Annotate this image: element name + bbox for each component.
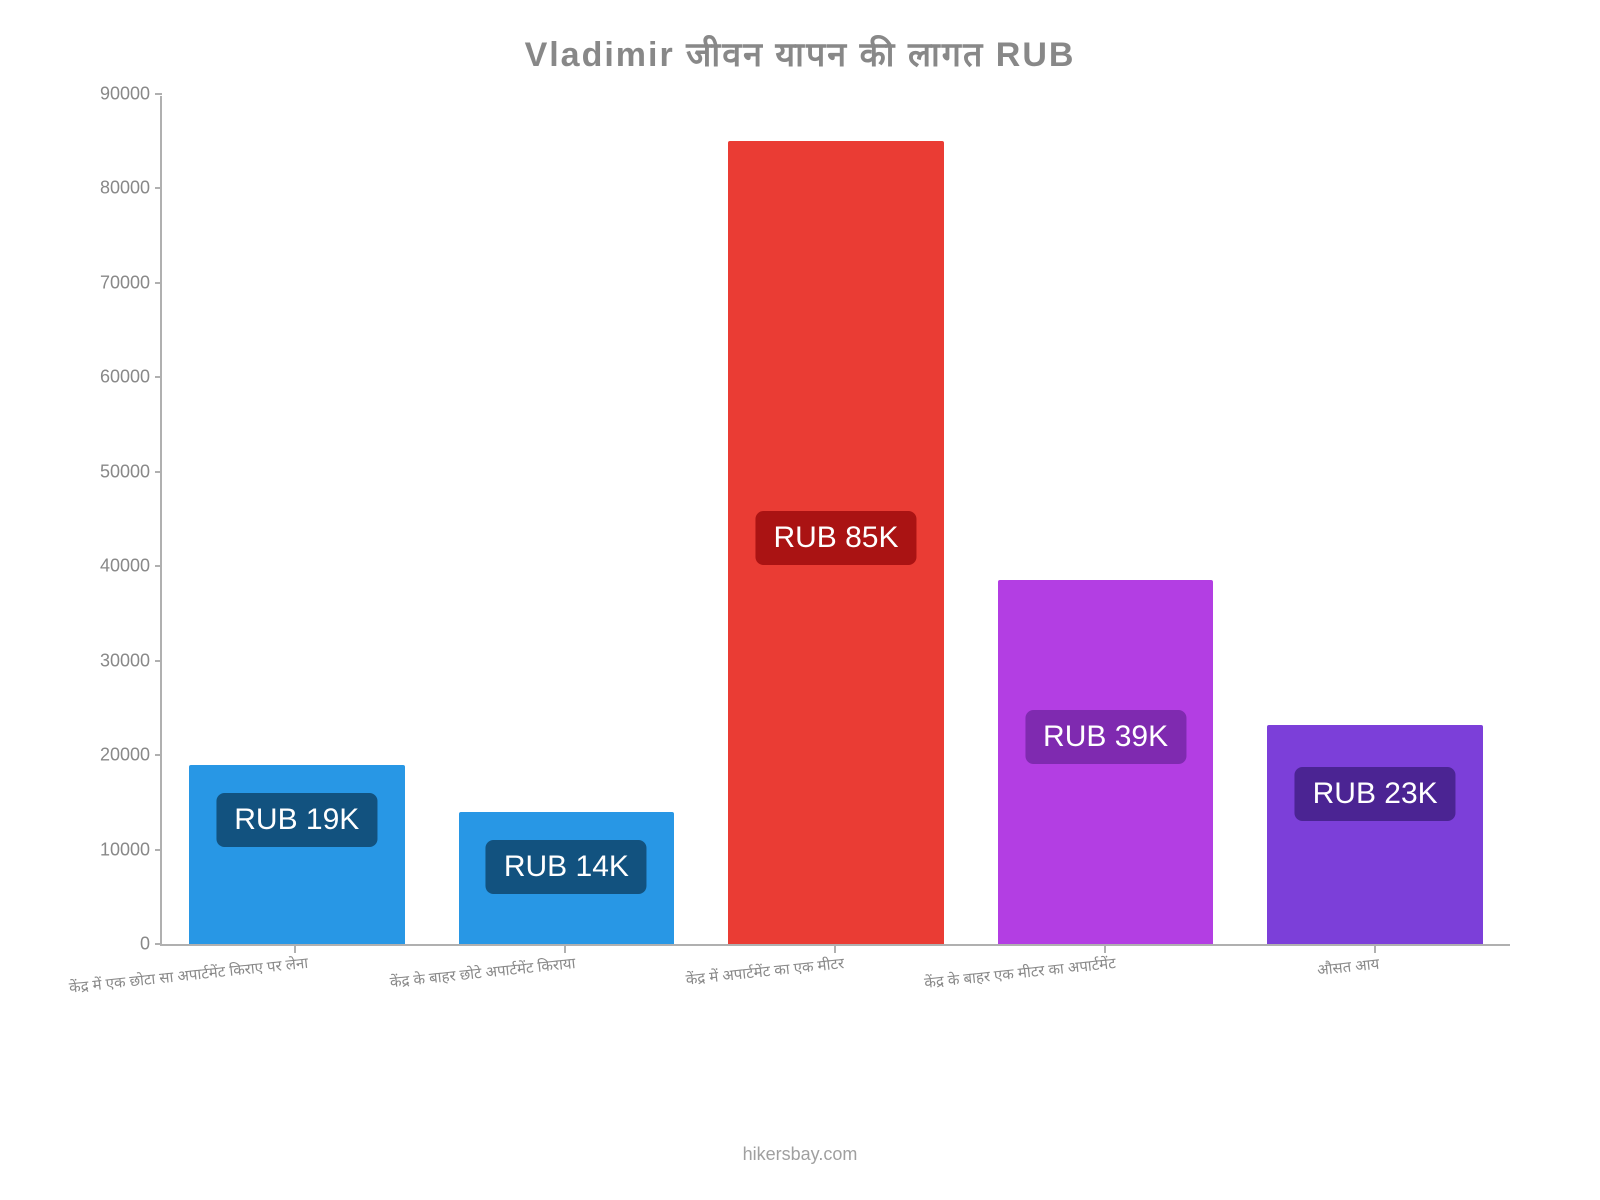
footer-credit: hikersbay.com [743,1144,858,1165]
y-tick [155,93,162,95]
bar-value-badge: RUB 14K [486,840,647,894]
bars-row: RUB 19K RUB 14K RUB 85K RUB 39K RUB 23K [162,96,1510,944]
y-tick [155,565,162,567]
y-tick [155,849,162,851]
bar: RUB 23K [1267,725,1483,944]
bar: RUB 39K [998,580,1214,944]
y-tick [155,754,162,756]
y-tick [155,660,162,662]
bar: RUB 19K [189,765,405,944]
y-tick [155,471,162,473]
chart-title: Vladimir जीवन यापन की लागत RUB [60,20,1540,96]
x-tick [1374,946,1376,953]
y-axis-label: 40000 [100,556,150,577]
y-axis-label: 60000 [100,367,150,388]
chart-container: Vladimir जीवन यापन की लागत RUB RUB 19KRU… [60,20,1540,1080]
bar-slot: RUB 19K [162,765,432,944]
x-label-slot: औसत आय [1240,946,1510,1006]
y-axis-label: 30000 [100,650,150,671]
x-axis-label: केंद्र में अपार्टमेंट का एक मीटर [685,953,845,990]
bar-slot: RUB 39K [971,580,1241,944]
x-tick [834,946,836,953]
y-axis-label: 20000 [100,745,150,766]
bar-value-badge: RUB 23K [1295,767,1456,821]
bar-value-badge: RUB 85K [755,511,916,565]
y-axis-label: 50000 [100,461,150,482]
bar-slot: RUB 85K [701,141,971,944]
y-axis-label: 80000 [100,178,150,199]
y-axis-label: 70000 [100,272,150,293]
x-tick [564,946,566,953]
y-tick [155,187,162,189]
x-tick [1104,946,1106,953]
y-tick [155,943,162,945]
y-axis-label: 0 [140,934,150,955]
bar-value-badge: RUB 39K [1025,710,1186,764]
bar-slot: RUB 14K [432,812,702,944]
x-tick [294,946,296,953]
y-tick [155,376,162,378]
x-axis-label: केंद्र में एक छोटा सा अपार्टमेंट किराए प… [68,953,309,998]
x-axis-labels: केंद्र में एक छोटा सा अपार्टमेंट किराए प… [160,946,1510,1006]
y-axis-label: 10000 [100,839,150,860]
x-axis-label: औसत आय [1316,954,1380,980]
bar-slot: RUB 23K [1240,725,1510,944]
x-label-slot: केंद्र के बाहर एक मीटर का अपार्टमेंट [970,946,1240,1006]
y-tick [155,282,162,284]
bar-value-badge: RUB 19K [216,793,377,847]
x-label-slot: केंद्र के बाहर छोटे अपार्टमेंट किराया [430,946,700,1006]
bar: RUB 14K [459,812,675,944]
plot-area: RUB 19KRUB 14KRUB 85KRUB 39KRUB 23K 0100… [160,96,1510,946]
y-axis-label: 90000 [100,84,150,105]
bar: RUB 85K [728,141,944,944]
